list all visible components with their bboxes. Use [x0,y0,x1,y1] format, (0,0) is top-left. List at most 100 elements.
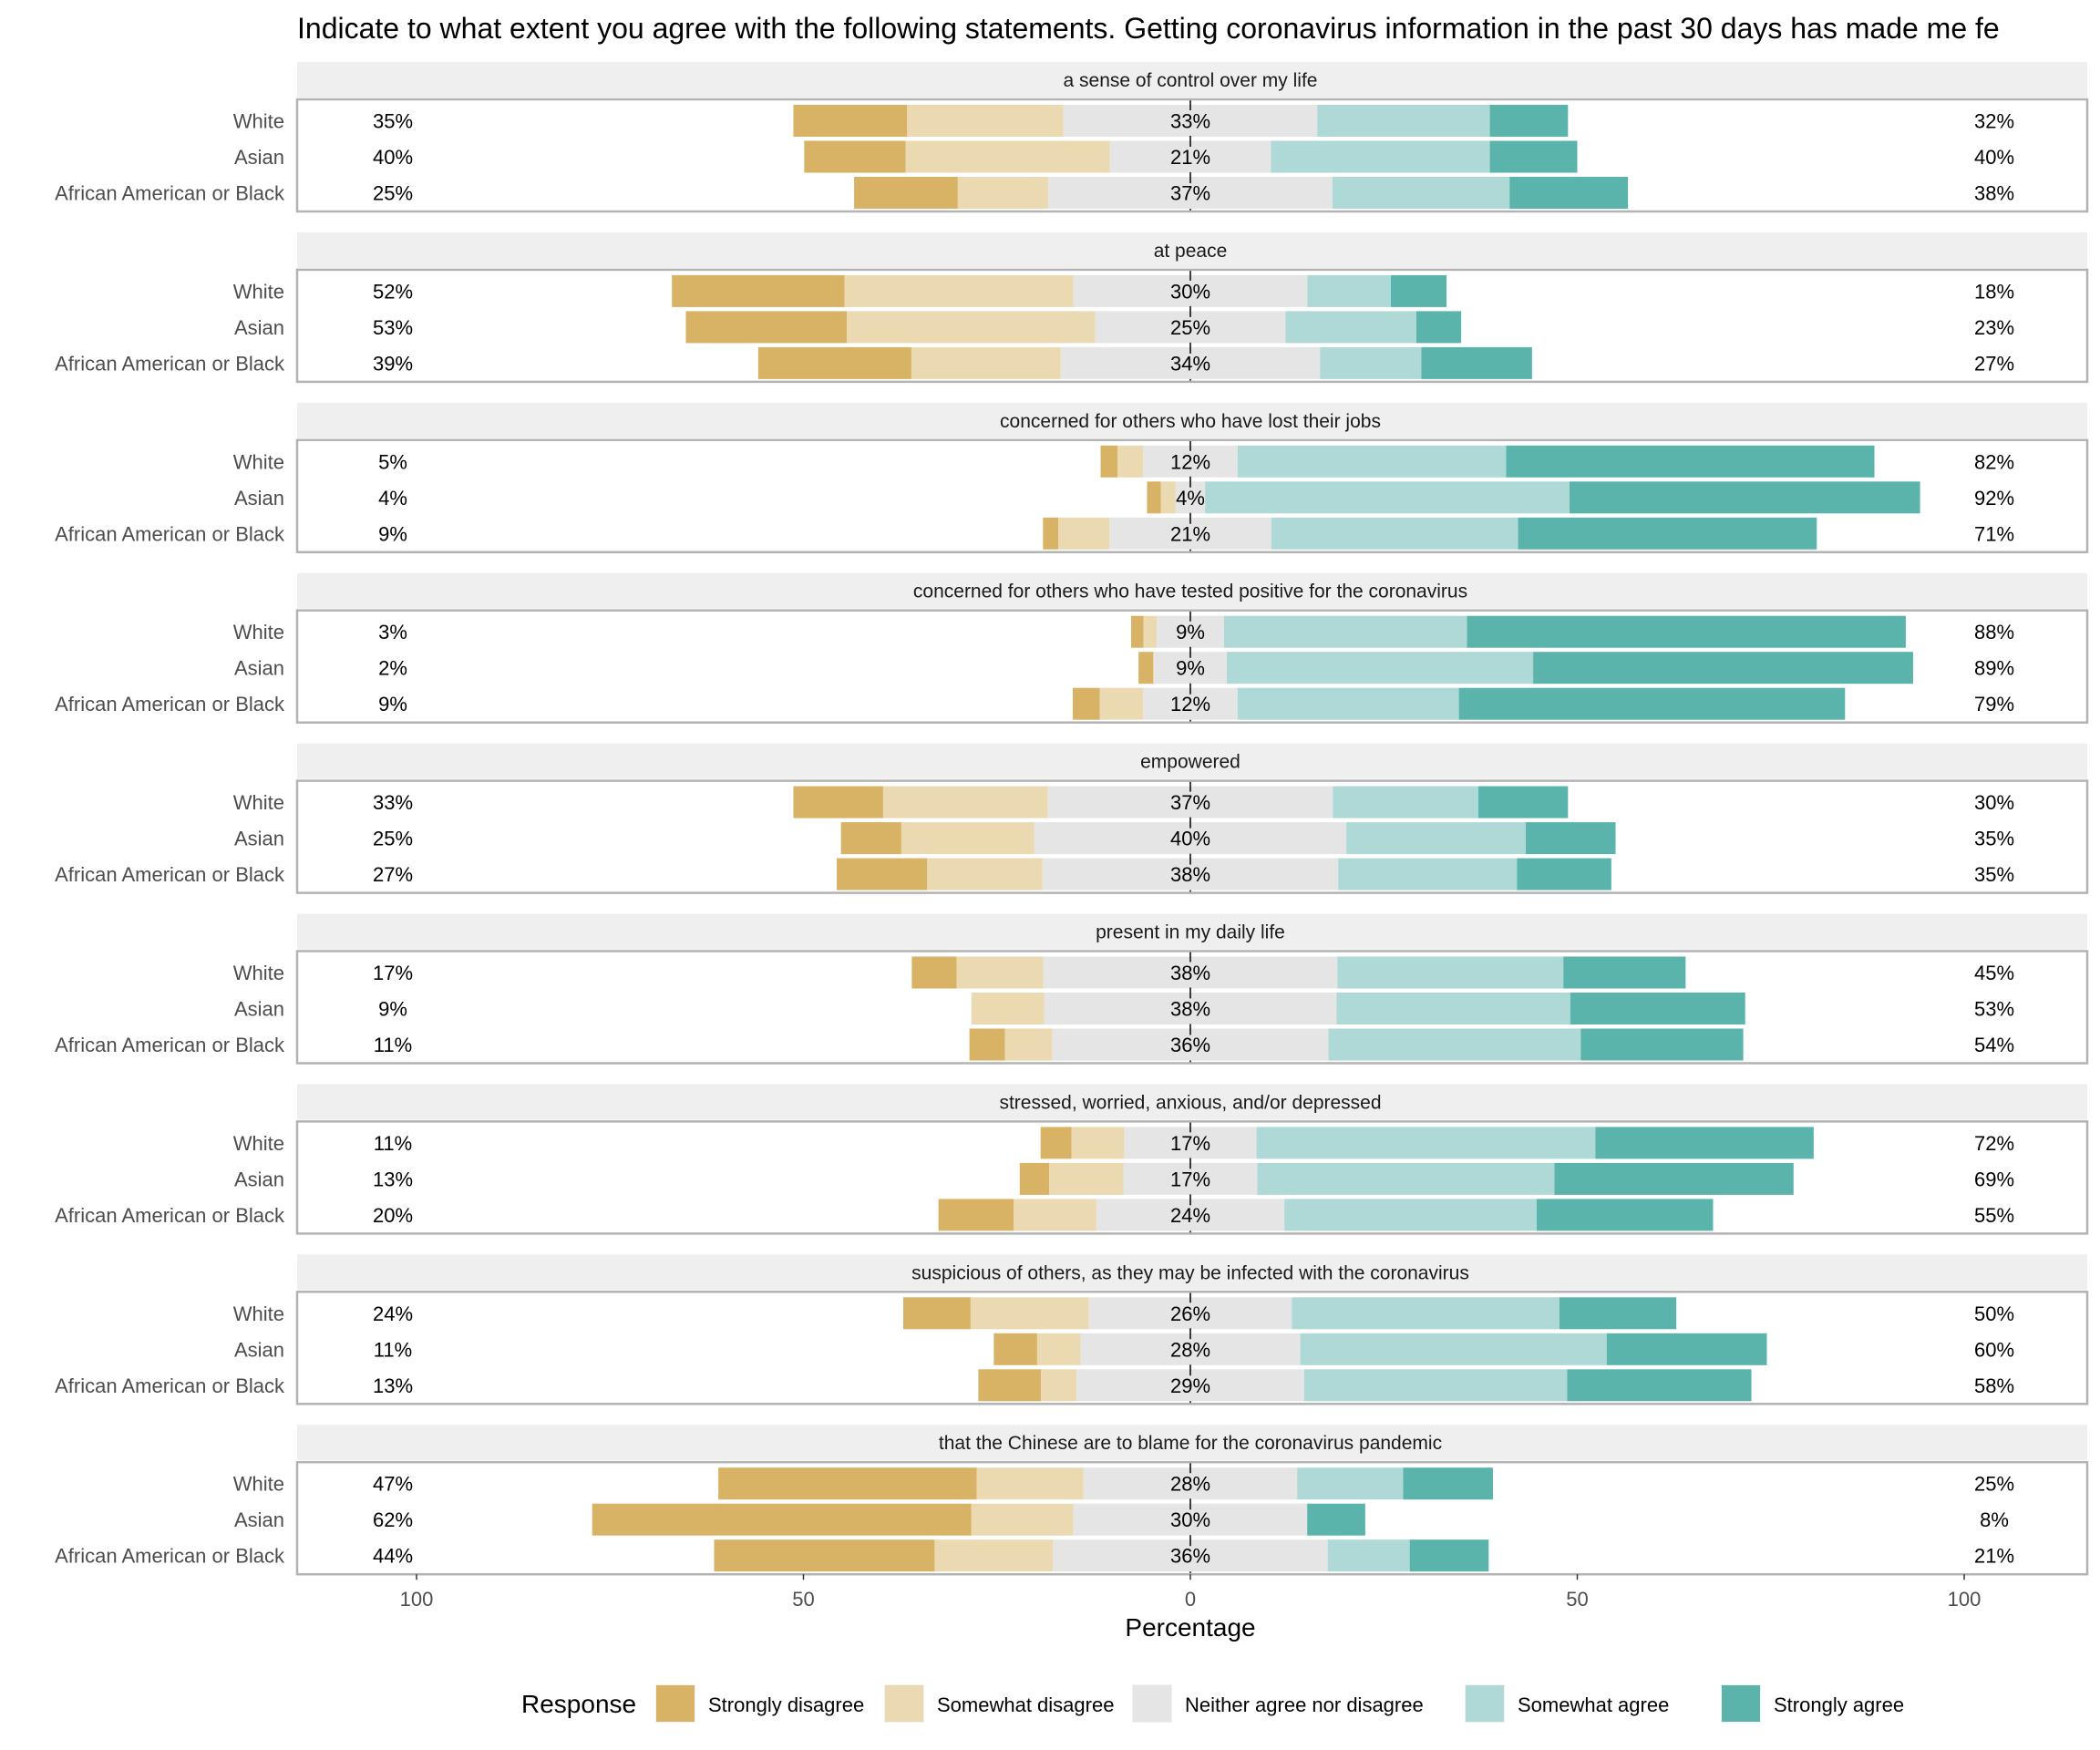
group-label: Asian [234,316,284,339]
bar-row: African American or Black 39% 34% 27% [55,346,2014,379]
bar-segment-strongly-disagree [714,1539,935,1572]
bar-segment-somewhat-disagree [1071,1127,1125,1159]
bar-segment-strongly-disagree [592,1503,972,1536]
panel-border [295,438,2089,554]
bar-segment-strongly-agree [1415,311,1462,344]
bar-segment-somewhat-disagree [971,1503,1074,1536]
bar-row: African American or Black 44% 36% 21% [55,1539,2014,1572]
left-percent-label: 53% [373,316,413,339]
bar-segment-strongly-agree [1517,858,1611,890]
bar-segment-strongly-agree [1421,346,1532,379]
right-percent-label: 72% [1974,1132,2014,1155]
right-percent-label: 92% [1974,487,2014,510]
left-percent-label: 9% [378,522,407,545]
panel-strip-label: concerned for others who have tested pos… [913,582,1467,602]
bar-row: White 47% 28% 25% [233,1467,2014,1500]
legend-label: Neither agree nor disagree [1185,1693,1424,1716]
bar-segment-somewhat-disagree [927,858,1043,890]
panel: suspicious of others, as they may be inf… [55,1254,2089,1405]
left-percent-label: 11% [374,1338,412,1361]
bar-segment-somewhat-agree [1336,993,1570,1024]
panel-border [295,950,2089,1065]
bar-row: Asian 4% 4% 92% [234,481,2014,514]
bar-segment-strongly-disagree [1019,1162,1050,1195]
right-percent-label: 79% [1974,693,2014,715]
left-percent-label: 4% [378,487,407,510]
bar-segment-somewhat-agree [1346,822,1527,855]
left-percent-label: 11% [374,1132,412,1155]
panel: that the Chinese are to blame for the co… [55,1425,2089,1576]
bar-segment-somewhat-disagree [905,140,1110,173]
bar-segment-strongly-agree [1606,1333,1767,1365]
panel-strip [297,402,2087,438]
left-percent-label: 47% [373,1473,413,1496]
right-percent-label: 55% [1974,1204,2014,1227]
bar-segment-somewhat-agree [1327,1539,1410,1572]
bar-segment-strongly-agree [1570,993,1745,1024]
bar-segment-somewhat-disagree [911,346,1061,379]
legend-swatch [1466,1685,1504,1722]
legend-item: Somewhat agree [1465,1684,1669,1723]
panel-strip-label: concerned for others who have lost their… [1000,411,1381,432]
bar-segment-strongly-disagree [1131,615,1144,648]
center-percent-label: 38% [1170,998,1210,1021]
bar-segment-somewhat-disagree [1099,687,1144,720]
bar-row: Asian 53% 25% 23% [234,311,2014,344]
bar-row: White 5% 12% 82% [233,445,2014,478]
bar-row: African American or Black 20% 24% 55% [55,1199,2014,1231]
panel: at peace White 52% 30% 18% Asian 53% 25% 23% Afri… [55,232,2089,384]
bar-segment-somewhat-agree [1297,1467,1404,1500]
right-percent-label: 38% [1974,182,2014,205]
bar-segment-strongly-disagree [718,1467,977,1500]
bar-segment-somewhat-disagree [971,993,1045,1024]
panel-strip-label: present in my daily life [1096,922,1285,943]
right-percent-label: 89% [1974,657,2014,680]
bar-segment-strongly-agree [1533,652,1913,685]
right-percent-label: 82% [1974,450,2014,473]
legend-label: Somewhat agree [1518,1693,1669,1716]
bar-segment-somewhat-agree [1223,615,1467,648]
center-percent-label: 38% [1170,863,1210,886]
bar-segment-somewhat-agree [1307,274,1391,307]
panel-border [295,1460,2089,1576]
right-percent-label: 58% [1974,1374,2014,1397]
legend-swatch [656,1685,695,1722]
panel-strip [297,232,2087,268]
center-percent-label: 26% [1170,1302,1210,1325]
bar-row: African American or Black 9% 12% 79% [55,687,2014,720]
panel-border [295,98,2089,213]
bar-segment-strongly-agree [1559,1297,1677,1330]
right-percent-label: 21% [1974,1545,2014,1568]
center-percent-label: 9% [1176,657,1205,680]
center-percent-label: 34% [1170,352,1210,375]
legend-item: Strongly disagree [655,1684,864,1723]
right-percent-label: 23% [1974,316,2014,339]
left-percent-label: 24% [373,1302,413,1325]
group-label: White [233,791,284,814]
bar-row: Asian 25% 40% 35% [234,822,2014,855]
center-percent-label: 21% [1170,146,1210,169]
group-label: African American or Black [55,1545,285,1568]
panel-strip [297,1254,2087,1291]
bar-segment-strongly-agree [1489,105,1569,137]
center-percent-label: 37% [1170,791,1210,814]
group-label: Asian [234,828,284,850]
left-percent-label: 13% [373,1374,413,1397]
left-percent-label: 9% [378,998,407,1021]
bar-segment-somewhat-agree [1328,1028,1581,1061]
bar-segment-strongly-agree [1509,177,1629,209]
left-percent-label: 52% [373,280,413,303]
bar-segment-strongly-disagree [1138,652,1154,685]
legend-label: Strongly agree [1774,1693,1904,1716]
bar-segment-strongly-agree [1489,140,1578,173]
left-percent-label: 11% [374,1034,412,1056]
left-percent-label: 3% [378,621,407,643]
bar-segment-somewhat-disagree [970,1297,1089,1330]
right-percent-label: 45% [1974,962,2014,984]
bar-segment-somewhat-agree [1332,177,1510,209]
center-percent-label: 12% [1170,450,1210,473]
center-percent-label: 38% [1170,962,1210,984]
group-label: Asian [234,1508,284,1531]
bar-segment-strongly-agree [1506,445,1875,478]
right-percent-label: 40% [1974,146,2014,169]
